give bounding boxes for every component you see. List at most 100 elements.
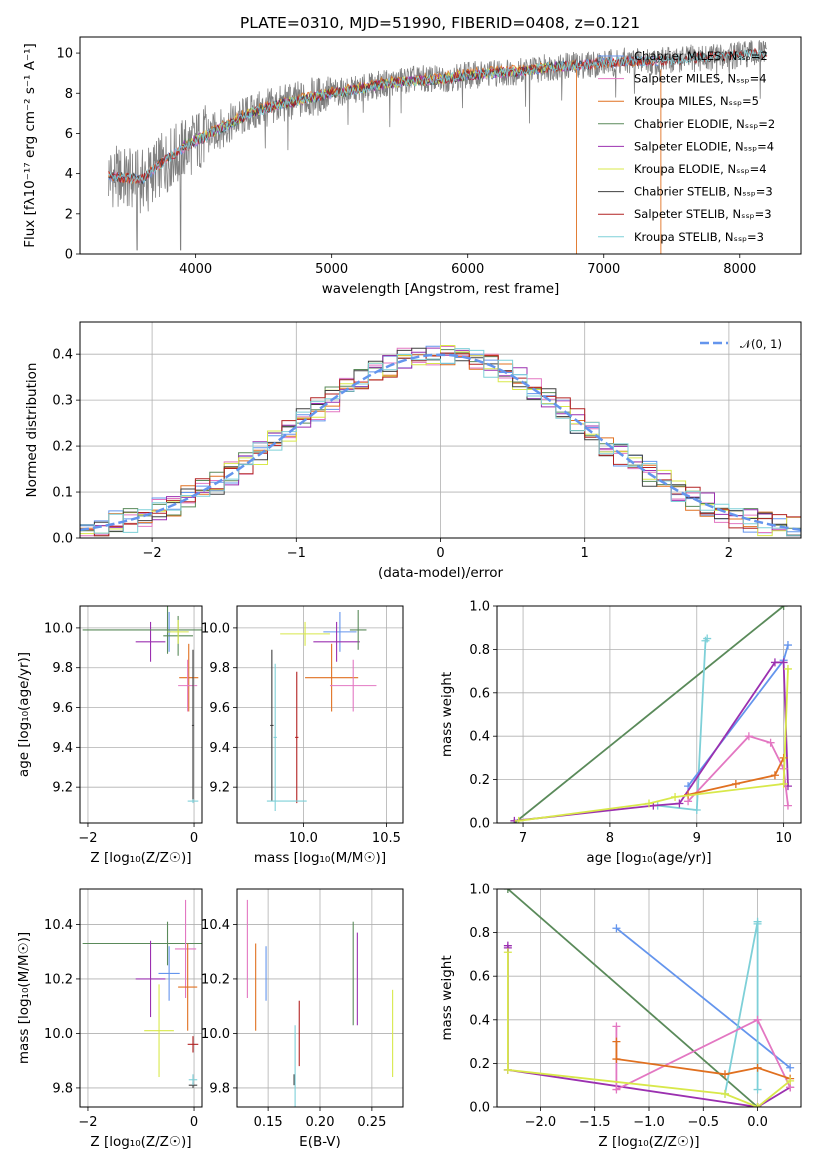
axes-frame — [236, 888, 404, 1108]
y-tick-label: 8 — [65, 87, 73, 102]
panel-7: 0.15 0.20 0.25 9.8 10.0 10.2 10.4 E(B-V) — [201, 888, 404, 1150]
x-tick-label: 0.15 — [254, 1115, 283, 1130]
data-point-marker — [779, 658, 788, 667]
x-tick-label: 8 — [606, 831, 614, 846]
data-point-marker — [503, 889, 512, 893]
data-point-marker — [721, 1089, 729, 1098]
x-tick-label: 6000 — [451, 262, 484, 277]
panel-2: −2 −1 0 1 2 0.0 0.1 0.2 0.3 0.4 (data-model)/error… — [24, 321, 802, 581]
axes-frame — [79, 888, 203, 1108]
plot-area — [510, 606, 792, 823]
data-point-marker — [721, 1070, 729, 1079]
y-tick-label: 10.2 — [44, 972, 73, 987]
mass-weight-line — [657, 637, 708, 812]
legend-label: Kroupa ELODIE, Nₛₛₚ=4 — [634, 162, 767, 176]
y-tick-label: 0.0 — [469, 817, 490, 832]
y-tick-label: 9.6 — [52, 701, 73, 716]
x-tick-label: 0 — [190, 1115, 198, 1130]
legend-label: Kroupa STELIB, Nₛₛₚ=3 — [634, 230, 764, 244]
x-tick-label: 10.5 — [372, 831, 401, 846]
y-tick-label: 0.2 — [469, 773, 490, 788]
data-point-marker — [753, 1063, 762, 1072]
x-tick-label: 9 — [693, 831, 701, 846]
y-tick-label: 1.0 — [469, 600, 490, 615]
data-point-marker — [779, 606, 788, 610]
data-point-marker — [675, 799, 684, 808]
mass-weight-line — [687, 735, 789, 806]
y-tick-label: 1.0 — [469, 883, 490, 898]
axes-frame — [496, 888, 802, 1108]
chart-title: PLATE=0310, MJD=51990, FIBERID=0408, z=0… — [240, 14, 640, 32]
y-tick-label: 0.4 — [469, 730, 490, 745]
y-tick-label: 9.2 — [52, 781, 73, 796]
panel-1: 4000 5000 6000 7000 8000 0 2 4 6 8 10 wavelength [A… — [22, 14, 802, 297]
data-point-marker — [645, 799, 653, 808]
y-tick-label: 0 — [65, 248, 73, 263]
residual-histogram — [80, 347, 801, 536]
data-point-marker — [779, 779, 788, 788]
axes-frame — [79, 36, 802, 255]
data-point-marker — [753, 1015, 762, 1024]
plot-area — [503, 889, 795, 1107]
data-point-marker — [770, 658, 779, 667]
legend-label: Kroupa MILES, Nₛₛₚ=5 — [634, 94, 759, 108]
legend-label: Salpeter ELODIE, Nₛₛₚ=4 — [634, 139, 774, 153]
panel-6: −2 0 9.8 10.0 10.2 10.4 Z [log₁₀(Z/Z☉)] mass [l… — [16, 888, 203, 1150]
y-tick-label: 2 — [65, 207, 73, 222]
legend-label: Chabrier STELIB, Nₛₛₚ=3 — [634, 185, 773, 199]
x-tick-label: 0.25 — [357, 1115, 386, 1130]
plot-area — [82, 606, 202, 804]
y-tick-label: 0.3 — [52, 394, 73, 409]
x-axis-label: E(B-V) — [299, 1134, 341, 1150]
y-axis-label: mass weight — [439, 955, 455, 1040]
data-point-marker — [503, 1065, 512, 1074]
x-tick-label: −2 — [78, 1115, 97, 1130]
data-point-marker — [744, 732, 753, 741]
panel-4: 10.0 10.5 9.2 9.4 9.6 9.8 10.0 mass [log₁₀(M/M☉… — [201, 605, 404, 866]
y-tick-label: 0.0 — [52, 532, 73, 547]
plot-area — [82, 899, 202, 1088]
axes-frame — [236, 605, 404, 824]
y-tick-label: 0.1 — [52, 486, 73, 501]
y-tick-label: 9.4 — [209, 741, 230, 756]
data-point-marker — [692, 805, 701, 814]
y-tick-label: 9.4 — [52, 741, 73, 756]
axes-frame — [79, 605, 203, 824]
y-tick-label: 10.4 — [44, 918, 73, 933]
data-point-marker — [612, 1085, 621, 1094]
data-point-marker — [783, 664, 792, 673]
y-axis-label: Flux [fλ10⁻¹⁷ erg cm⁻² s⁻¹ A⁻¹] — [22, 43, 38, 248]
data-point-marker — [612, 1055, 621, 1064]
x-tick-label: 10.0 — [289, 831, 318, 846]
plot-area — [80, 345, 801, 537]
y-tick-label: 10.0 — [201, 1027, 230, 1042]
plot-area — [246, 899, 394, 1107]
x-axis-label: Z [log₁₀(Z/Z☉)] — [90, 1134, 191, 1150]
panel-8: −2.0 −1.5 −1.0 −0.5 0.0 0.0 0.2 0.4 0.6 0.8 1.0 Z [… — [439, 883, 802, 1150]
y-tick-label: 0.0 — [469, 1101, 490, 1116]
y-tick-label: 0.6 — [469, 686, 490, 701]
x-tick-label: −1.5 — [579, 1115, 611, 1130]
data-point-marker — [753, 1103, 762, 1107]
data-point-marker — [753, 1085, 762, 1094]
x-tick-label: 0.0 — [747, 1115, 768, 1130]
x-tick-label: −1 — [287, 546, 306, 561]
x-axis-label: mass [log₁₀(M/M☉)] — [254, 850, 386, 866]
x-axis-label: wavelength [Angstrom, rest frame] — [322, 281, 560, 297]
y-tick-label: 0.2 — [469, 1057, 490, 1072]
plot-area — [266, 609, 377, 812]
data-point-marker — [612, 1037, 621, 1046]
x-axis-label: age [log₁₀(age/yr)] — [586, 850, 711, 866]
x-axis-label: Z [log₁₀(Z/Z☉)] — [598, 1134, 699, 1150]
x-tick-label: 0 — [436, 546, 444, 561]
x-tick-label: 2 — [725, 546, 733, 561]
y-axis-label: Normed distribution — [24, 363, 40, 498]
data-point-marker — [612, 1022, 621, 1031]
axes-frame — [79, 321, 802, 539]
y-tick-label: 10.0 — [44, 1027, 73, 1042]
x-tick-label: −1.0 — [633, 1115, 665, 1130]
data-point-marker — [770, 771, 779, 780]
data-point-marker — [753, 919, 762, 928]
y-tick-label: 0.4 — [52, 348, 73, 363]
